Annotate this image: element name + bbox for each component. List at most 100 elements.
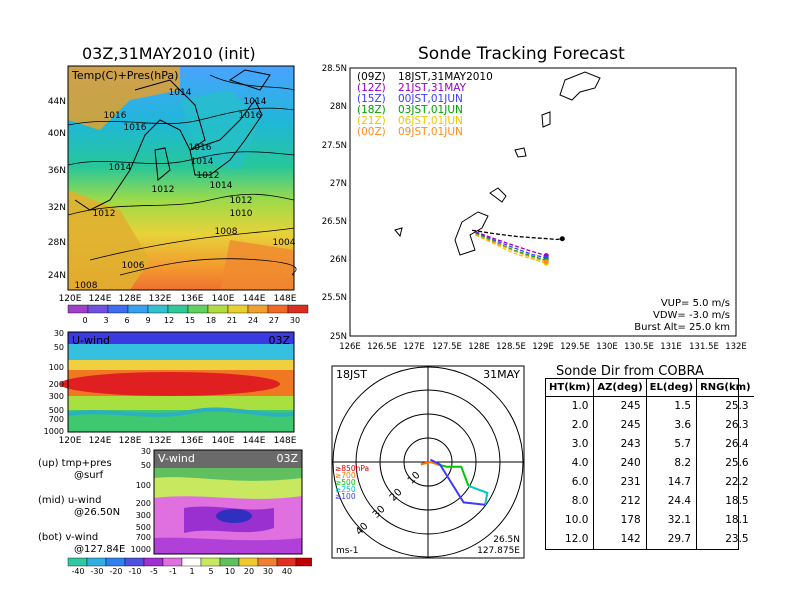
legend-time: 18JST,31MAY2010 [398, 71, 493, 83]
pressure-tick: 700 [136, 533, 151, 542]
colorbar-swatch [127, 304, 149, 314]
isobar-label: 1014 [191, 157, 214, 167]
legend-time: 21JST,31MAY [398, 82, 467, 94]
trajectory-line [475, 231, 547, 259]
isobar-label: 1014 [109, 163, 132, 173]
tracking-title: Sonde Tracking Forecast [418, 44, 625, 64]
note-line: @127.84E [74, 544, 126, 555]
v-wind-time: 03Z [276, 452, 298, 465]
legend-time: 00JST,01JUN [398, 93, 463, 105]
isobar-label: 1012 [230, 196, 253, 206]
table-cell: 5.7 [645, 435, 697, 454]
colorbar-swatch [247, 304, 269, 314]
colorbar-swatch [124, 557, 145, 567]
colorbar-tick: -40 [71, 567, 84, 576]
lat-tick: 25.5N [322, 293, 347, 303]
pressure-tick: 30 [54, 329, 64, 338]
lon-tick: 126.5E [367, 342, 397, 352]
trajectory-line [475, 234, 547, 264]
lon-tick: 120E [59, 294, 82, 304]
colorbar-swatch [227, 304, 249, 314]
lon-tick: 126E [339, 342, 361, 352]
burst-altitude: Burst Alt= 25.0 km [634, 322, 730, 333]
trajectory-line [475, 232, 547, 261]
colorbar-tick: 5 [208, 567, 213, 576]
level-legend: ≥250 [335, 485, 356, 494]
colorbar-tick: -30 [90, 567, 103, 576]
table-row: 4.0 240 8.2 25.6 [546, 454, 754, 473]
lon-tick: 148E [274, 294, 297, 304]
table-cell: 23.5 [696, 530, 754, 549]
colorbar-swatch [105, 557, 126, 567]
colorbar-swatch [86, 557, 107, 567]
table-row: 8.0 212 24.4 18.5 [546, 492, 754, 511]
colorbar-tick: 10 [225, 567, 235, 576]
colorbar-swatch [257, 557, 278, 567]
colorbar-swatch [143, 557, 164, 567]
level-legend: ≥850hPa [335, 464, 369, 473]
v-wind-colorbar: -40 -30 -20 -10 -5 -1 1 5 10 20 30 40 [67, 557, 312, 576]
lat-tick: 26N [330, 255, 347, 265]
lat-tick: 32N [48, 203, 66, 213]
legend-code: (09Z) [357, 71, 386, 83]
pressure-tick: 500 [136, 523, 151, 532]
colorbar-tick: 1 [189, 567, 194, 576]
table-cell: 8.0 [571, 495, 589, 507]
table-row: 6.0 231 14.7 22.2 [546, 473, 754, 492]
pressure-tick: 300 [136, 511, 151, 520]
hodograph-lat: 26.5N [493, 535, 520, 545]
column-header: AZ(deg) [593, 379, 647, 397]
colorbar-tick: -20 [109, 567, 122, 576]
isobar-label: 1012 [197, 171, 220, 181]
lon-tick: 131E [660, 342, 682, 352]
column-header: EL(deg) [645, 379, 697, 397]
table-cell: 1.5 [645, 396, 697, 416]
colorbar-tick: 40 [282, 567, 292, 576]
lon-tick: 130E [596, 342, 618, 352]
colorbar-tick: 12 [164, 316, 174, 325]
table-row: 10.0 178 32.1 18.1 [546, 511, 754, 530]
lon-tick: 128E [468, 342, 490, 352]
table-cell: 22.2 [696, 473, 754, 492]
hodograph-segment [437, 463, 470, 487]
island-outline [454, 211, 489, 256]
trajectory-group [472, 229, 565, 266]
lat-tick: 36N [48, 166, 66, 176]
lon-tick: 144E [243, 294, 266, 304]
pressure-tick: 1000 [131, 545, 151, 554]
lat-tick: 24N [48, 271, 66, 281]
hodograph-date: 31MAY [483, 368, 520, 381]
level-legend: ≥500 [335, 478, 356, 487]
isobar-label: 1012 [93, 209, 116, 219]
isobar-label: 1012 [152, 185, 175, 195]
colorbar-swatch [87, 304, 109, 314]
table-cell: 2.0 [571, 419, 589, 431]
wind-hodograph: 10 20 30 40 18JST 31MAY ≥850hPa≥700≥500≥… [331, 365, 525, 559]
lon-tick: 144E [243, 436, 266, 446]
colorbar-tick: 24 [248, 316, 258, 325]
note-line: (bot) v-wind [38, 532, 99, 543]
temperature-colorbar: 0 3 6 9 12 15 18 21 24 27 30 [67, 304, 309, 325]
island-outline [489, 187, 507, 203]
lat-tick: 25N [330, 332, 347, 342]
lon-tick: 148E [274, 436, 297, 446]
colorbar-tick: 6 [124, 316, 129, 325]
colorbar-swatch [147, 304, 169, 314]
pressure-tick: 700 [49, 415, 64, 424]
ascent-rate: VUP= 5.0 m/s [661, 298, 730, 309]
hodograph-lon: 127.875E [477, 546, 520, 556]
note-line: @26.50N [74, 507, 121, 518]
note-line: (mid) u-wind [38, 495, 102, 506]
colorbar-tick: 21 [227, 316, 237, 325]
v-wind-label: V-wind [158, 452, 195, 465]
lon-tick: 132E [149, 436, 172, 446]
lon-tick: 140E [212, 436, 235, 446]
colorbar-tick: 30 [263, 567, 273, 576]
colorbar-tick: 15 [185, 316, 195, 325]
note-line: @surf [74, 470, 104, 481]
table-cell: 3.0 [571, 438, 589, 450]
colorbar-swatch [207, 304, 229, 314]
table-cell: 4.0 [571, 457, 589, 469]
pressure-tick: 200 [49, 380, 64, 389]
lat-tick: 40N [48, 129, 66, 139]
